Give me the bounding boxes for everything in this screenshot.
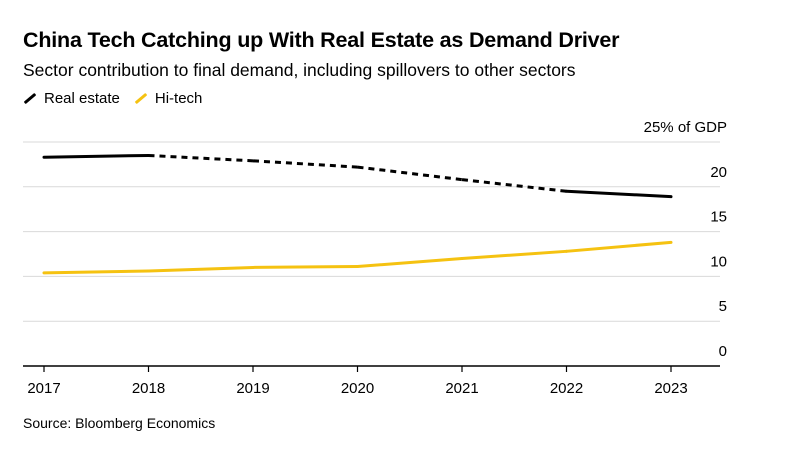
y-tick-label-15: 15 — [710, 209, 727, 226]
y-tick-label-20: 20 — [710, 164, 727, 181]
legend: Real estate Hi-tech — [23, 90, 216, 107]
chart-title: China Tech Catching up With Real Estate … — [23, 28, 620, 52]
series-hi-tech-segment-2017-2018 — [42, 269, 150, 275]
series-hi-tech-segment-2021-2022 — [460, 249, 568, 260]
x-tick-label-2017: 2017 — [27, 380, 60, 397]
x-tick-label-2022: 2022 — [550, 380, 583, 397]
x-tick-label-2023: 2023 — [654, 380, 687, 397]
series-hi-tech-segment-2018-2019 — [147, 265, 255, 273]
series-real-estate-segment-2021-2022 — [461, 178, 567, 193]
x-tick-label-2021: 2021 — [445, 380, 478, 397]
source-note: Source: Bloomberg Economics — [23, 415, 216, 431]
legend-label-real-estate: Real estate — [44, 90, 120, 107]
x-tick-label-2020: 2020 — [341, 380, 374, 397]
legend-item-hi-tech: Hi-tech — [134, 90, 203, 107]
series-hi-tech-segment-2019-2020 — [251, 265, 359, 269]
series-real-estate-segment-2020-2021 — [357, 165, 463, 182]
y-tick-label-5: 5 — [719, 298, 727, 315]
legend-item-real-estate: Real estate — [23, 90, 120, 107]
series-real-estate-segment-2018-2019 — [148, 153, 254, 163]
y-tick-label-10: 10 — [710, 253, 727, 270]
x-tick-label-2019: 2019 — [236, 380, 269, 397]
series-hi-tech-segment-2020-2021 — [356, 256, 464, 269]
x-tick-label-2018: 2018 — [132, 380, 165, 397]
series-real-estate-segment-2017-2018 — [42, 153, 150, 159]
series-hi-tech-segment-2022-2023 — [565, 240, 673, 253]
series-real-estate-segment-2019-2020 — [252, 159, 358, 169]
y-tick-label-0: 0 — [719, 343, 727, 360]
y-tick-label-25: 25% of GDP — [644, 119, 727, 136]
legend-label-hi-tech: Hi-tech — [154, 90, 203, 107]
series-real-estate-segment-2022-2023 — [565, 189, 673, 199]
chart-subtitle: Sector contribution to final demand, inc… — [23, 60, 576, 80]
